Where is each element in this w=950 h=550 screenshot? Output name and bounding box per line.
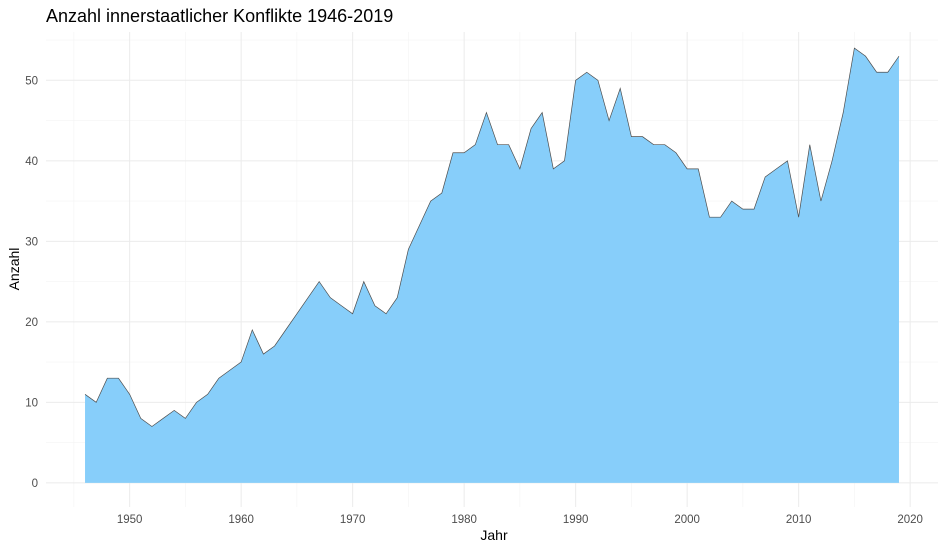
y-axis-title: Anzahl (6, 248, 22, 291)
x-tick-label: 2020 (897, 514, 923, 526)
y-tick-label: 30 (25, 236, 38, 248)
area-outline (84, 47, 900, 427)
x-tick-label: 2000 (674, 514, 700, 526)
y-tick-label: 40 (25, 156, 38, 168)
y-tick-label: 50 (25, 75, 38, 87)
x-tick-label: 1970 (340, 514, 366, 526)
x-axis-ticks: 1950 1960 1970 1980 1990 2000 2010 2020 (117, 514, 923, 526)
x-axis-title: Jahr (480, 527, 508, 543)
x-tick-label: 1990 (563, 514, 589, 526)
x-tick-label: 1950 (117, 514, 143, 526)
y-tick-label: 20 (25, 317, 38, 329)
x-tick-label: 1960 (228, 514, 254, 526)
x-tick-label: 2010 (786, 514, 812, 526)
x-tick-label: 1980 (451, 514, 477, 526)
area-series (85, 48, 899, 483)
y-tick-label: 10 (25, 397, 38, 409)
y-axis-ticks: 0 10 20 30 40 50 (25, 75, 38, 490)
chart-title: Anzahl innerstaatlicher Konflikte 1946-2… (46, 6, 393, 26)
y-tick-label: 0 (32, 478, 38, 490)
